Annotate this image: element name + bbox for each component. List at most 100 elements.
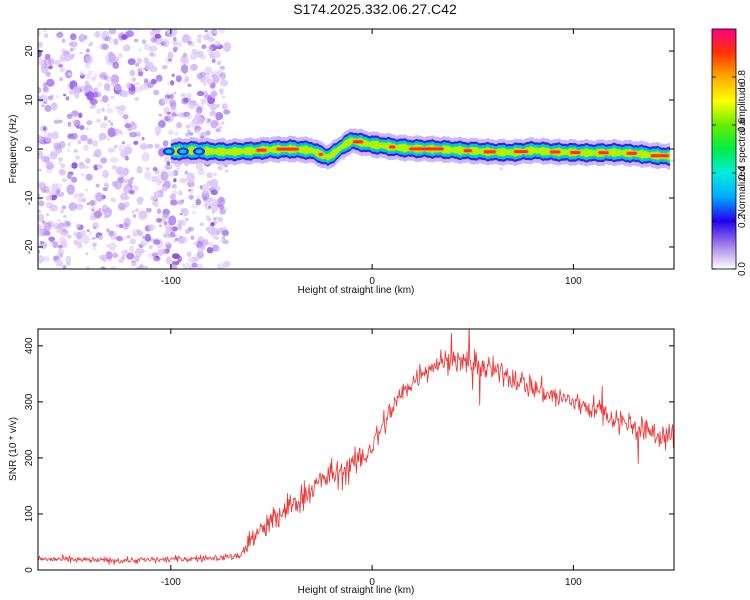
noise-blob bbox=[60, 163, 66, 169]
noise-blob bbox=[84, 84, 92, 93]
snr-plot-area bbox=[38, 329, 674, 570]
noise-blob bbox=[70, 132, 78, 140]
noise-blob bbox=[165, 216, 169, 220]
spectrogram-x-tick-label: 100 bbox=[565, 276, 582, 287]
noise-blob bbox=[173, 36, 177, 42]
noise-blob bbox=[167, 33, 172, 37]
noise-blob bbox=[225, 169, 229, 173]
noise-blob bbox=[187, 83, 192, 88]
noise-blob bbox=[194, 112, 202, 119]
noise-blob bbox=[92, 245, 97, 251]
noise-blob bbox=[186, 114, 192, 120]
trace-hot-red bbox=[650, 154, 669, 158]
noise-blob bbox=[95, 183, 100, 188]
noise-blob bbox=[141, 236, 145, 239]
noise-blob bbox=[106, 244, 109, 248]
noise-blob bbox=[134, 38, 139, 43]
noise-blob bbox=[44, 104, 52, 112]
noise-blob bbox=[166, 166, 170, 170]
noise-blob bbox=[95, 233, 100, 239]
noise-blob bbox=[73, 239, 79, 246]
noise-blob bbox=[143, 43, 152, 51]
noise-blob bbox=[86, 120, 93, 126]
noise-blob bbox=[181, 220, 186, 227]
noise-blob bbox=[101, 95, 109, 103]
noise-blob bbox=[38, 150, 44, 159]
noise-blob bbox=[169, 193, 176, 200]
noise-blob bbox=[127, 58, 136, 66]
noise-blob bbox=[121, 90, 130, 98]
trace-hot-red bbox=[276, 147, 299, 151]
noise-blob bbox=[219, 79, 229, 87]
noise-blob bbox=[197, 34, 203, 38]
colorbar-tick-label: 0.2 bbox=[737, 214, 748, 228]
noise-blob bbox=[168, 215, 177, 226]
noise-blob bbox=[112, 61, 120, 69]
noise-blob bbox=[213, 172, 218, 176]
noise-blob bbox=[107, 147, 116, 153]
noise-blob bbox=[66, 261, 71, 266]
noise-blob bbox=[173, 239, 177, 243]
noise-blob bbox=[139, 143, 149, 150]
noise-blob bbox=[157, 120, 166, 128]
noise-blob bbox=[94, 87, 99, 92]
noise-blob bbox=[110, 122, 114, 126]
noise-blob bbox=[38, 228, 43, 237]
noise-blob bbox=[166, 245, 171, 251]
spectrogram-y-tick-label: 10 bbox=[24, 94, 35, 106]
noise-blob bbox=[60, 192, 65, 197]
noise-blob bbox=[59, 77, 64, 82]
noise-blob bbox=[108, 29, 117, 35]
noise-blob bbox=[218, 125, 223, 129]
noise-blob bbox=[152, 167, 158, 172]
noise-blob bbox=[105, 251, 113, 260]
noise-blob bbox=[94, 210, 102, 219]
noise-blob bbox=[122, 114, 129, 120]
noise-blob bbox=[49, 98, 53, 101]
noise-blob bbox=[44, 133, 53, 143]
noise-blob bbox=[85, 188, 88, 192]
noise-blob bbox=[206, 78, 213, 86]
trace-hot-red bbox=[570, 151, 581, 154]
noise-blob bbox=[144, 83, 148, 87]
noise-blob bbox=[166, 161, 171, 166]
noise-blob bbox=[209, 103, 218, 111]
trace-hot-red bbox=[353, 140, 364, 144]
noise-blob bbox=[167, 51, 174, 60]
noise-blob bbox=[158, 114, 162, 117]
noise-blob bbox=[100, 122, 108, 129]
noise-blob bbox=[151, 53, 158, 58]
noise-blob bbox=[38, 182, 41, 188]
noise-blob bbox=[210, 89, 218, 99]
colorbar-tick-label: 0.6 bbox=[737, 118, 748, 132]
noise-blob bbox=[69, 42, 73, 47]
noise-blob bbox=[89, 42, 94, 46]
noise-blob bbox=[153, 89, 160, 96]
colorbar-tick-label: 0.8 bbox=[737, 70, 748, 84]
noise-blob bbox=[161, 215, 167, 222]
noise-blob bbox=[222, 239, 229, 245]
noise-blob bbox=[38, 30, 41, 36]
noise-blob bbox=[216, 203, 222, 208]
noise-blob bbox=[204, 94, 211, 100]
snr-line-layer bbox=[38, 329, 674, 566]
noise-blob bbox=[132, 214, 137, 217]
noise-blob bbox=[52, 142, 57, 147]
noise-blob bbox=[158, 224, 163, 228]
noise-blob bbox=[214, 40, 221, 47]
noise-blob bbox=[154, 126, 162, 135]
noise-blob bbox=[153, 200, 159, 208]
noise-blob bbox=[92, 236, 96, 240]
noise-blob bbox=[123, 178, 127, 184]
noise-blob bbox=[170, 231, 176, 238]
noise-blob bbox=[55, 94, 60, 99]
trace-hot-red bbox=[483, 150, 496, 154]
noise-blob bbox=[174, 132, 179, 136]
noise-blob bbox=[184, 170, 189, 175]
spectrogram-x-tick-label: 0 bbox=[369, 276, 375, 287]
noise-blob bbox=[70, 53, 76, 58]
noise-blob bbox=[138, 48, 142, 52]
noise-blob bbox=[183, 97, 189, 103]
noise-blob bbox=[57, 248, 64, 257]
